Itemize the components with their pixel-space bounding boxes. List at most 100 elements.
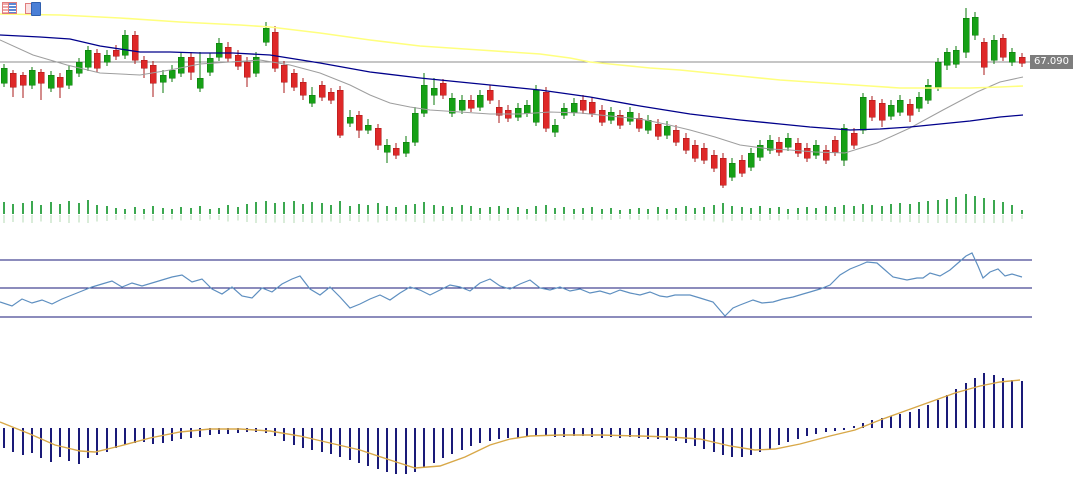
- candle-body: [0, 67, 8, 84]
- candle-body: [168, 69, 176, 79]
- market-watch-icon[interactable]: [2, 2, 17, 14]
- candle-body: [112, 49, 120, 57]
- candle-body: [915, 96, 923, 109]
- candle-body: [551, 124, 559, 133]
- candle-body: [1008, 51, 1016, 63]
- candle-body: [262, 27, 270, 43]
- ma-mid-line: [0, 34, 1024, 131]
- candle-body: [243, 61, 251, 78]
- candle-body: [719, 157, 727, 186]
- candle-body: [672, 129, 680, 143]
- candle-body: [84, 49, 92, 68]
- candle-body: [738, 159, 746, 174]
- oscillator-line: [0, 252, 1023, 317]
- candle-body: [971, 16, 979, 36]
- candle-body: [868, 99, 876, 118]
- candle-body: [177, 56, 185, 74]
- candle-body: [402, 141, 410, 154]
- candle-body: [570, 102, 578, 113]
- candle-body: [644, 119, 652, 131]
- candle-body: [318, 84, 326, 98]
- candle-body: [196, 77, 204, 89]
- candle-body: [514, 107, 522, 118]
- candle-body: [420, 84, 428, 114]
- candle-body: [430, 87, 438, 96]
- candle-body: [19, 74, 27, 86]
- candle-body: [411, 112, 419, 143]
- candle-body: [234, 54, 242, 67]
- last-price-label: 67.090: [1030, 55, 1073, 69]
- candle-body: [392, 147, 400, 156]
- candle-body: [887, 104, 895, 117]
- candle-body: [831, 139, 839, 153]
- candle-body: [822, 149, 830, 161]
- candle-body: [280, 64, 288, 83]
- new-chart-icon-front-pane: [31, 2, 41, 16]
- candle-body: [560, 107, 568, 116]
- candle-body: [878, 102, 886, 121]
- candle-body: [9, 72, 17, 88]
- candle-body: [65, 69, 73, 86]
- candle-body: [943, 51, 951, 66]
- chart-toolbar: [2, 2, 42, 16]
- candle-body: [374, 127, 382, 146]
- candle-body: [859, 96, 867, 131]
- candle-body: [579, 99, 587, 111]
- candle-body: [896, 99, 904, 113]
- candle-body: [1018, 56, 1026, 64]
- candle-body: [691, 144, 699, 159]
- candle-body: [756, 144, 764, 158]
- candle-body: [532, 89, 540, 123]
- candle-body: [812, 144, 820, 156]
- candle-body: [654, 123, 662, 137]
- candle-body: [542, 91, 550, 129]
- candle-body: [775, 141, 783, 153]
- candle-body: [803, 147, 811, 159]
- candle-body: [206, 57, 214, 73]
- candle-body: [458, 99, 466, 111]
- candle-body: [710, 154, 718, 169]
- candle-body: [467, 99, 475, 109]
- candle-body: [93, 52, 101, 69]
- candle-body: [327, 91, 335, 101]
- candle-body: [700, 147, 708, 161]
- candle-body: [290, 72, 298, 88]
- candle-body: [252, 56, 260, 74]
- candle-body: [56, 76, 64, 88]
- candle-body: [635, 117, 643, 129]
- candle-body: [766, 139, 774, 151]
- market-watch-icon-left-column: [3, 3, 9, 13]
- candle-body: [37, 71, 45, 84]
- new-chart-icon[interactable]: [25, 2, 42, 16]
- market-watch-icon-right-column: [9, 3, 16, 13]
- candle-body: [121, 34, 129, 56]
- candle-body: [906, 103, 914, 116]
- candle-body: [850, 132, 858, 146]
- candle-body: [346, 116, 354, 124]
- candle-body: [439, 82, 447, 96]
- candle-body: [215, 42, 223, 58]
- candle-body: [103, 54, 111, 63]
- candle-body: [28, 69, 36, 86]
- candle-body: [308, 94, 316, 104]
- candle-body: [159, 74, 167, 83]
- candle-body: [626, 111, 634, 122]
- candle-body: [999, 37, 1007, 58]
- candle-body: [616, 114, 624, 126]
- candle-body: [934, 61, 942, 88]
- candle-body: [784, 137, 792, 148]
- candle-body: [149, 64, 157, 84]
- candle-body: [682, 137, 690, 151]
- candle-body: [486, 89, 494, 101]
- candle-body: [355, 114, 363, 131]
- candle-body: [448, 97, 456, 114]
- candle-body: [980, 41, 988, 68]
- candle-body: [588, 101, 596, 114]
- macd-signal-line: [0, 379, 1021, 469]
- candle-body: [271, 31, 279, 69]
- candle-body: [336, 89, 344, 136]
- candle-body: [131, 34, 139, 61]
- ma-slow-line: [0, 13, 1024, 89]
